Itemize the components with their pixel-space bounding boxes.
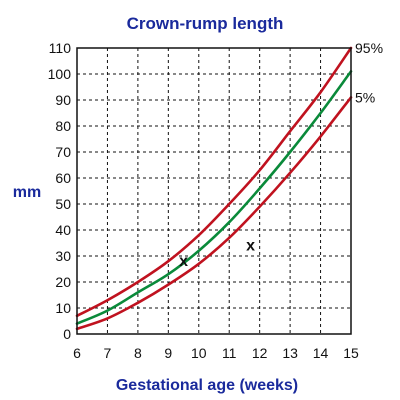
tick-labels: 6 7 8 9 10 11 12 13 14 15 0 10 20 30 40 50 60 70 80 90 100 11…	[48, 40, 359, 361]
measurement-marker: x	[246, 238, 255, 255]
y-tick-label: 50	[55, 196, 71, 212]
x-tick-label: 12	[252, 345, 268, 361]
x-axis-label: Gestational age (weeks)	[116, 377, 298, 394]
y-tick-label: 20	[55, 274, 71, 290]
y-tick-label: 90	[55, 92, 71, 108]
series-label: 95%	[355, 40, 383, 56]
series-label: 5%	[355, 89, 375, 105]
measurement-marker: x	[179, 253, 188, 270]
x-tick-label: 6	[73, 345, 81, 361]
series-line-median	[75, 70, 353, 325]
x-tick-label: 8	[134, 345, 142, 361]
y-tick-label: 30	[55, 248, 71, 264]
x-tick-label: 13	[282, 345, 298, 361]
grid	[77, 48, 351, 334]
x-tick-label: 10	[191, 345, 207, 361]
y-tick-label: 110	[49, 40, 72, 56]
plot-frame	[76, 47, 352, 335]
chart-title: Crown-rump length	[127, 14, 284, 33]
y-tick-label: 70	[55, 144, 71, 160]
series-line-95-percentile	[75, 46, 353, 318]
measurement-markers: xx	[179, 238, 255, 271]
series-lines: 95% 5%	[75, 40, 383, 331]
y-axis-label: mm	[13, 184, 41, 201]
x-tick-label: 7	[104, 345, 112, 361]
y-tick-label: 40	[55, 222, 71, 238]
y-tick-label: 10	[55, 300, 71, 316]
x-tick-label: 9	[164, 345, 172, 361]
y-tick-label: 60	[55, 170, 71, 186]
series-line-5-percentile	[75, 96, 353, 331]
x-tick-label: 14	[313, 345, 329, 361]
x-tick-label: 15	[343, 345, 359, 361]
y-tick-label: 100	[48, 66, 72, 82]
y-tick-label: 80	[55, 118, 71, 134]
y-tick-label: 0	[63, 326, 71, 342]
x-tick-label: 11	[222, 345, 237, 361]
